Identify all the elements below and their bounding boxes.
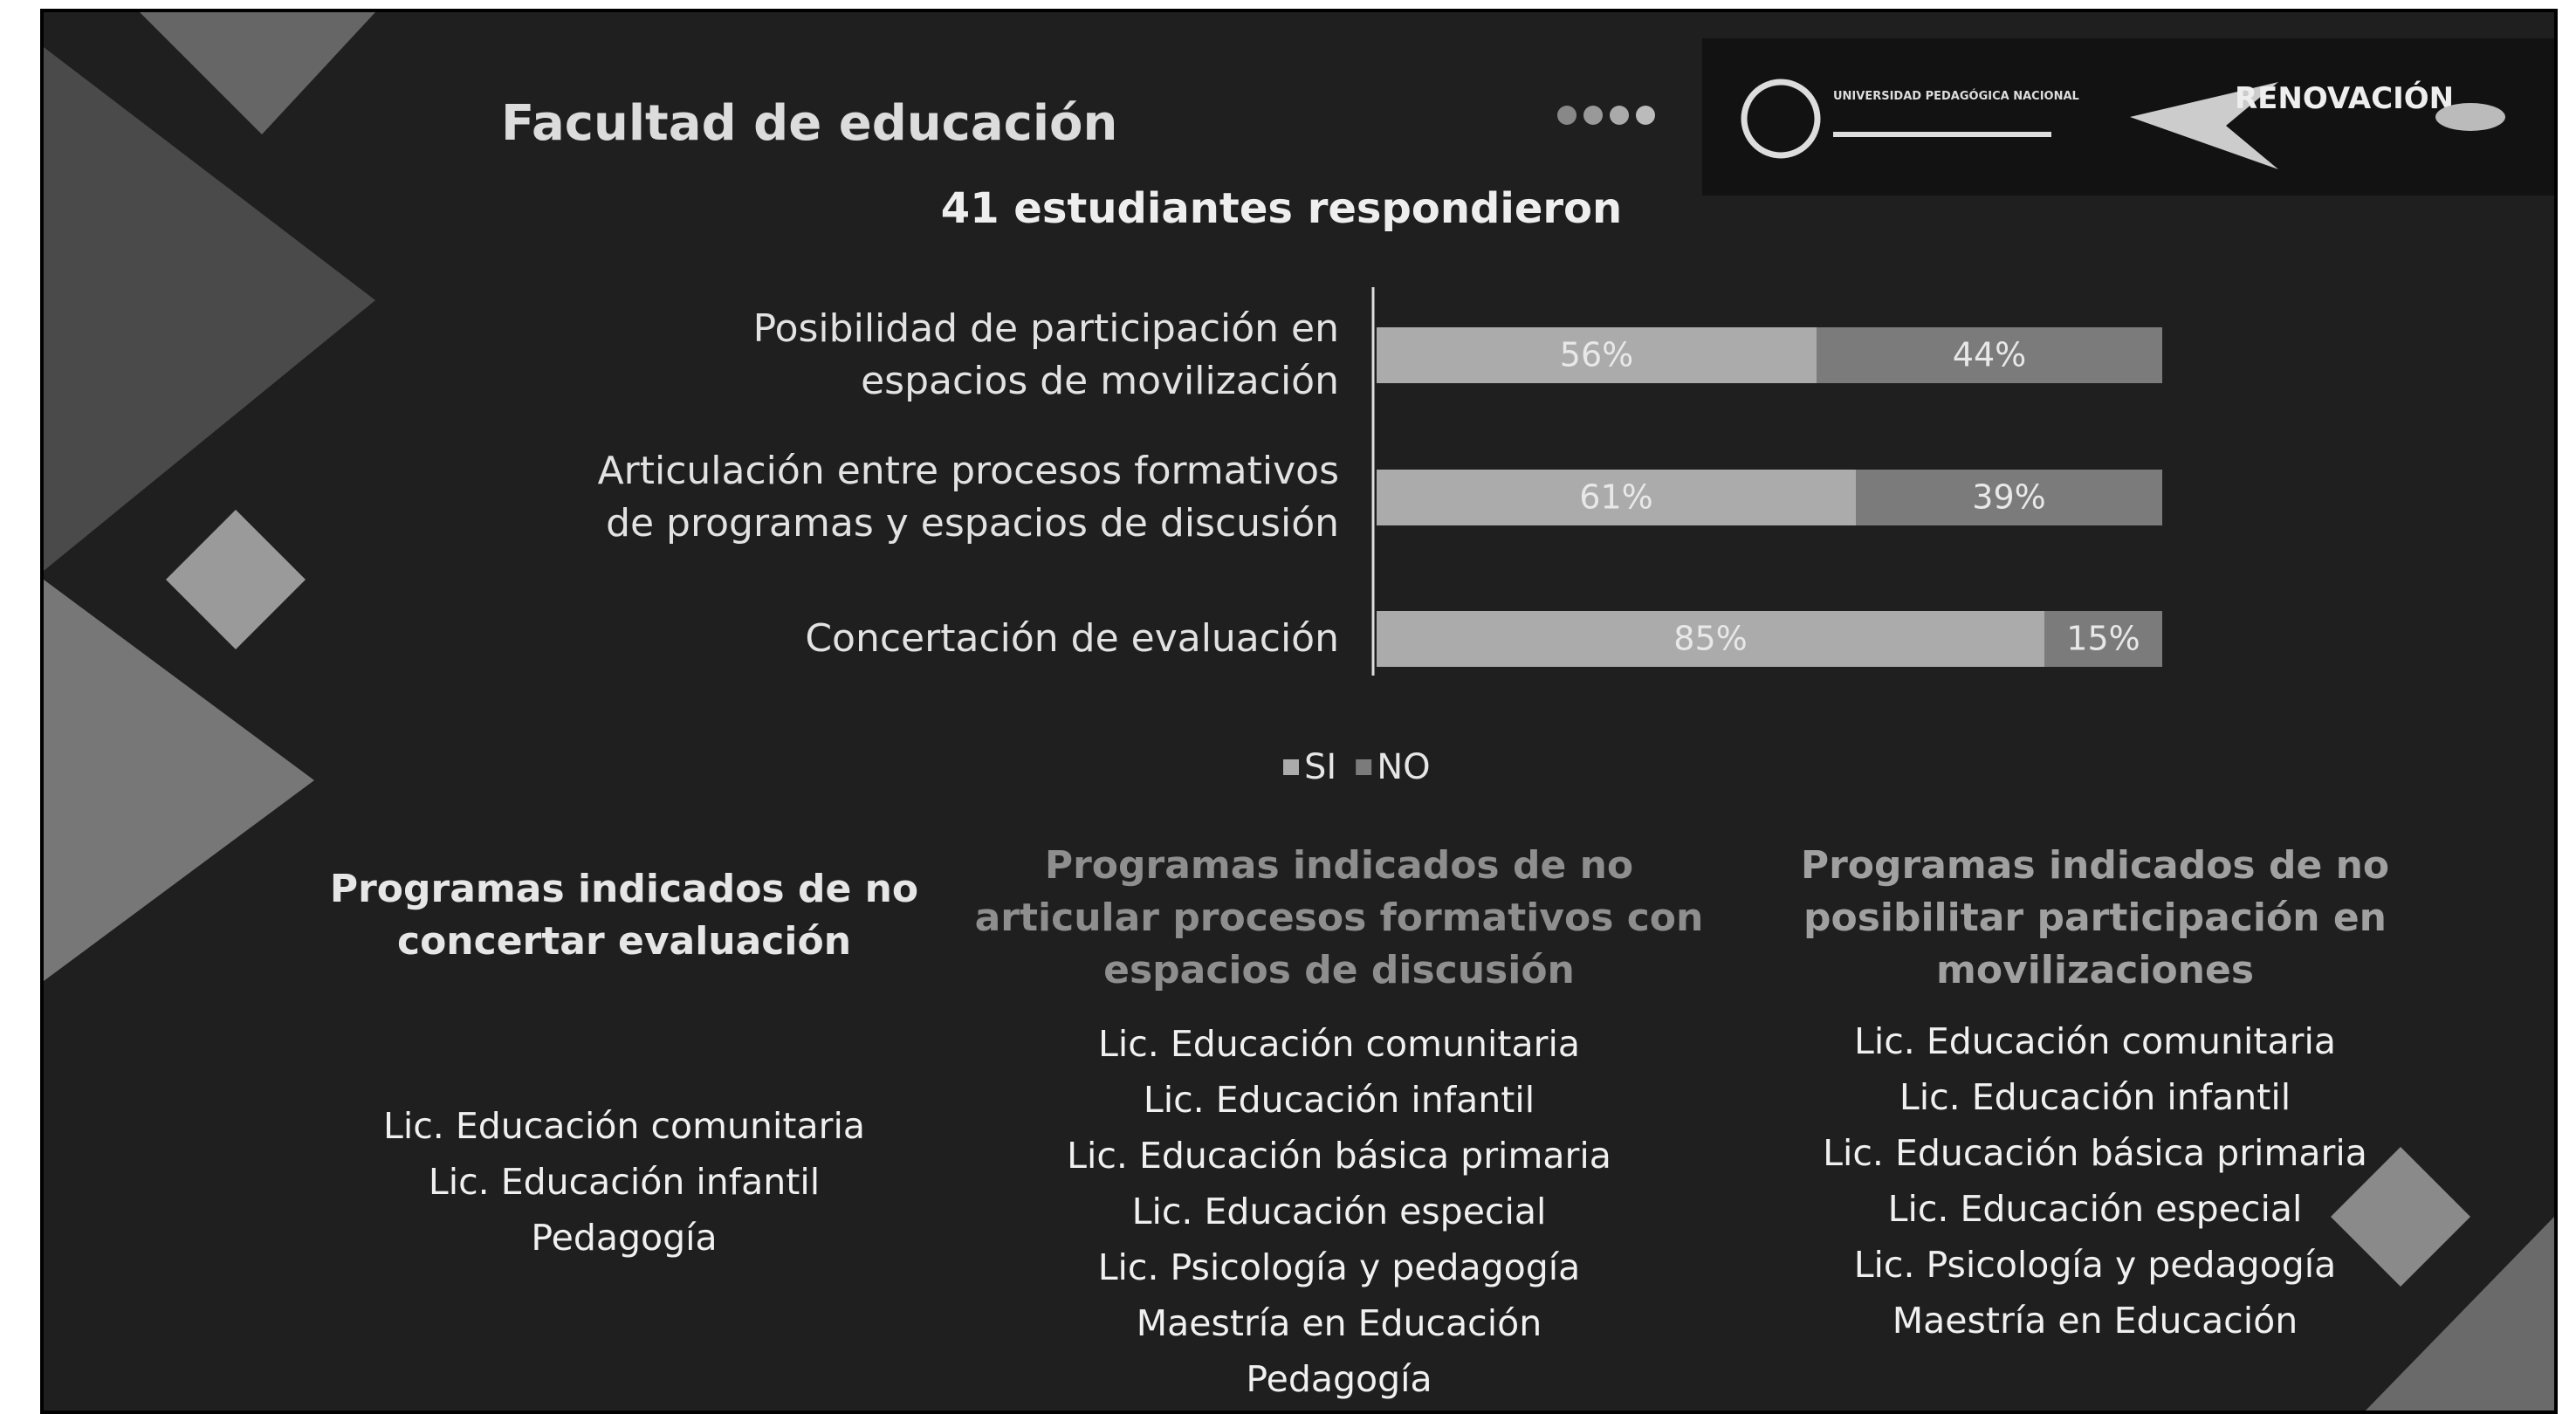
program-item: Lic. Psicología y pedagogía [1853,1244,2337,1286]
legend-label: NO [1377,747,1430,787]
program-item: Lic. Educación comunitaria [383,1105,865,1147]
logo-shape [2130,82,2278,169]
program-item: Lic. Educación especial [1131,1191,1547,1232]
decoration [2331,1147,2470,1287]
legend-swatch [1283,759,1299,775]
category-label: Posibilidad de participación en espacios… [752,306,1339,403]
slide-graphics: UNIVERSIDAD PEDAGÓGICA NACIONAL RENOVACI… [44,12,2554,1411]
bar-segment [1377,327,1817,383]
logo-text: RENOVACIÓN [2235,80,2454,116]
value-label: 56% [1560,336,1633,374]
column-heading: Programas indicados de no posibilitar pa… [1800,843,2390,992]
program-item: Lic. Psicología y pedagogía [1097,1246,1581,1288]
dot [1583,106,1603,125]
dot [1636,106,1655,125]
chart-title: 41 estudiantes respondieron [941,184,1622,233]
logo-circle [1741,79,1821,159]
logo-text: UNIVERSIDAD PEDAGÓGICA NACIONAL [1833,89,2079,103]
bar-segment [2044,611,2162,667]
program-item: Pedagogía [1246,1358,1432,1400]
dot [1610,106,1629,125]
decoration [44,580,314,981]
decoration [166,510,306,649]
program-item: Lic. Educación infantil [428,1161,821,1203]
legend-label: SI [1304,747,1336,787]
value-label: 44% [1953,336,2026,374]
value-label: 15% [2066,620,2140,658]
logo-badge [2435,103,2505,131]
program-item: Maestría en Educación [1136,1302,1542,1344]
bar-segment [1377,611,2044,667]
value-label: 85% [1673,620,1747,658]
category-label: Concertación de evaluación [805,616,1339,661]
legend-swatch [1356,759,1372,775]
bar-segment [1856,470,2162,525]
header-band [1702,38,2554,196]
bar-segment [1377,470,1856,525]
column-heading: Programas indicados de no concertar eval… [329,867,919,964]
program-item: Pedagogía [531,1217,718,1259]
decoration [2366,1217,2554,1411]
slide-title: Facultad de educación [501,95,1118,152]
program-item: Lic. Educación básica primaria [1823,1132,2367,1174]
column-heading: Programas indicados de no articular proc… [974,843,1704,992]
program-item: Lic. Educación infantil [1899,1076,2291,1118]
category-label: Articulación entre procesos formativos d… [597,449,1339,546]
program-item: Maestría en Educación [1892,1300,2298,1342]
slide: UNIVERSIDAD PEDAGÓGICA NACIONAL RENOVACI… [40,9,2558,1414]
bar-segment [1817,327,2162,383]
value-label: 61% [1579,478,1652,517]
program-item: Lic. Educación comunitaria [1854,1020,2336,1062]
program-item: Lic. Educación infantil [1143,1079,1535,1121]
dot [1557,106,1577,125]
program-item: Lic. Educación especial [1887,1188,2303,1230]
value-label: 39% [1972,478,2045,517]
program-item: Lic. Educación comunitaria [1098,1023,1580,1065]
decoration [140,12,375,134]
decoration [44,47,375,571]
program-item: Lic. Educación básica primaria [1067,1135,1611,1177]
